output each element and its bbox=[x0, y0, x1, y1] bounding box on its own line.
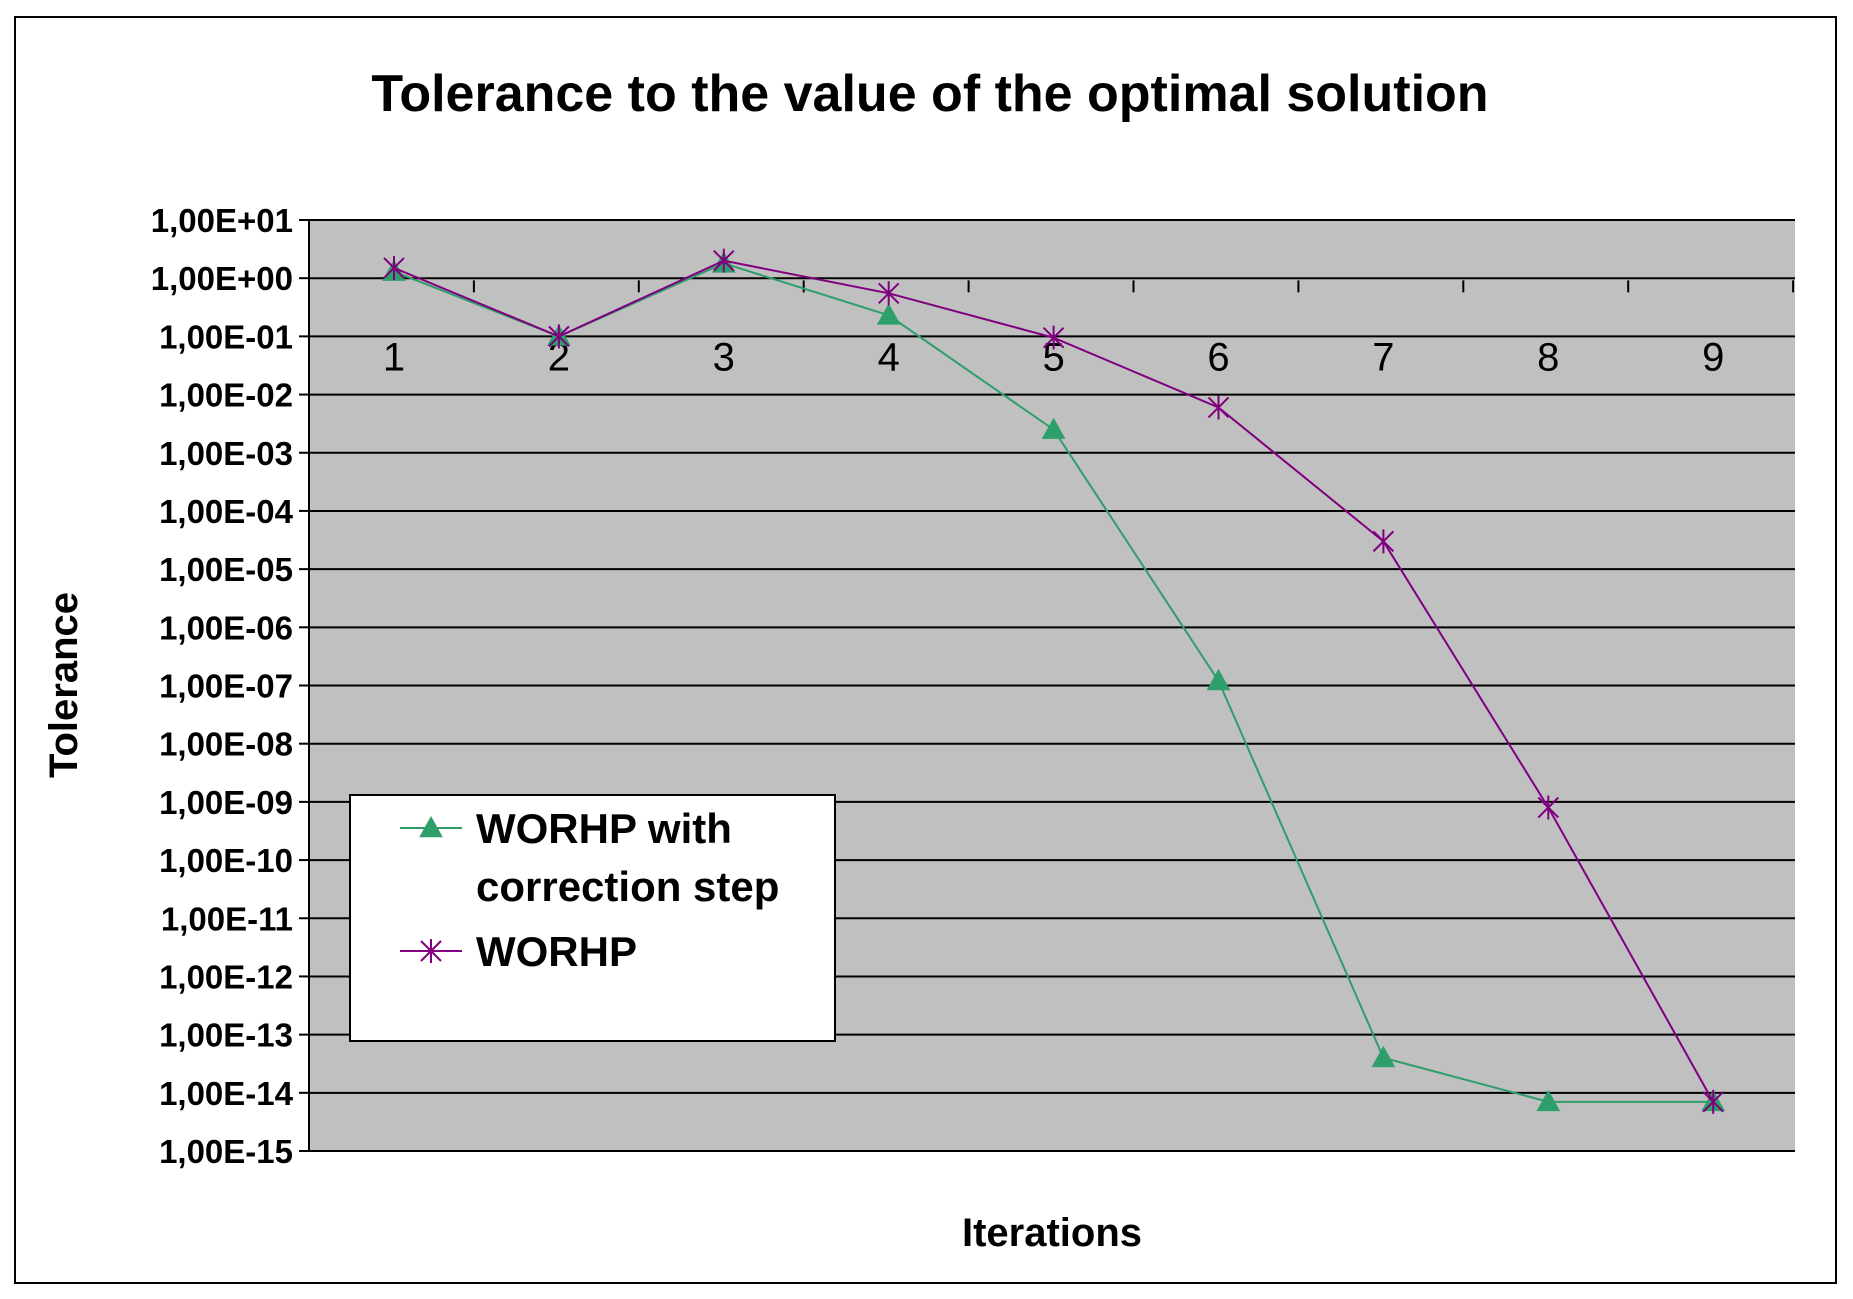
data-point-star bbox=[1042, 325, 1065, 350]
y-tick-label: 1,00E-07 bbox=[159, 668, 293, 705]
series-2 bbox=[383, 248, 1724, 1114]
data-point-star bbox=[877, 281, 900, 306]
y-tick-label: 1,00E-12 bbox=[159, 958, 293, 995]
x-tick-label: 6 bbox=[1207, 335, 1229, 379]
data-point-star bbox=[713, 248, 735, 273]
x-tick-label: 8 bbox=[1537, 335, 1559, 379]
y-tick-label: 1,00E-14 bbox=[159, 1075, 294, 1112]
x-tick-label: 2 bbox=[548, 335, 570, 379]
y-tick-label: 1,00E+01 bbox=[151, 202, 293, 239]
y-axis-label: Tolerance bbox=[42, 592, 86, 778]
y-tick-label: 1,00E-04 bbox=[159, 493, 294, 530]
series-lines bbox=[382, 248, 1726, 1114]
y-tick-label: 1,00E-11 bbox=[161, 900, 293, 937]
data-point-star bbox=[1702, 1089, 1724, 1114]
x-tick-label: 5 bbox=[1042, 335, 1064, 379]
data-point-star bbox=[548, 324, 570, 349]
y-tick-label: 1,00E+00 bbox=[151, 260, 293, 297]
legend-entries: WORHP with correction step WORHP bbox=[400, 805, 779, 975]
legend-entry-1: WORHP with correction step bbox=[400, 805, 779, 910]
x-axis-label: Iterations bbox=[962, 1211, 1142, 1255]
x-tick-label: 9 bbox=[1702, 335, 1724, 379]
data-point-star bbox=[420, 939, 442, 963]
data-point-triangle bbox=[1206, 668, 1231, 691]
y-tick-label: 1,00E-02 bbox=[159, 377, 293, 414]
y-tick-label: 1,00E-01 bbox=[159, 318, 293, 355]
legend-label: correction step bbox=[476, 863, 779, 910]
legend-entry-2: WORHP bbox=[400, 928, 637, 975]
data-point-star bbox=[1372, 529, 1395, 554]
data-point-star bbox=[1537, 795, 1560, 820]
data-point-star bbox=[1207, 395, 1230, 420]
y-tick-label: 1,00E-03 bbox=[159, 435, 293, 472]
data-point-triangle bbox=[1536, 1089, 1561, 1112]
data-point-triangle bbox=[876, 303, 901, 325]
y-tick-labels: 1,00E+01 1,00E+00 1,00E-01 1,00E-02 1,00E-03… bbox=[151, 202, 294, 1170]
x-tick-label: 3 bbox=[713, 335, 735, 379]
y-tick-label: 1,00E-10 bbox=[159, 842, 293, 879]
y-tick-label: 1,00E-08 bbox=[159, 726, 293, 763]
x-tick-label: 7 bbox=[1372, 335, 1394, 379]
data-point-triangle bbox=[1041, 417, 1066, 439]
legend: WORHP with correction step WORHP bbox=[349, 794, 836, 1042]
y-tick-label: 1,00E-05 bbox=[159, 551, 293, 588]
y-tick-label: 1,00E-15 bbox=[159, 1133, 293, 1170]
legend-label: WORHP with bbox=[476, 805, 732, 852]
x-axis: 1 2 3 4 5 6 7 8 9 bbox=[308, 280, 1795, 379]
x-tick-label: 4 bbox=[878, 335, 900, 379]
data-point-triangle bbox=[1371, 1045, 1396, 1068]
y-tick-label: 1,00E-13 bbox=[159, 1017, 293, 1054]
data-point-star bbox=[383, 255, 405, 280]
chart-title: Tolerance to the value of the optimal so… bbox=[371, 65, 1488, 123]
x-tick-label: 1 bbox=[383, 335, 405, 379]
legend-label: WORHP bbox=[476, 928, 637, 975]
data-point-triangle bbox=[419, 815, 443, 838]
y-tick-label: 1,00E-06 bbox=[159, 609, 293, 646]
y-tick-label: 1,00E-09 bbox=[159, 784, 293, 821]
